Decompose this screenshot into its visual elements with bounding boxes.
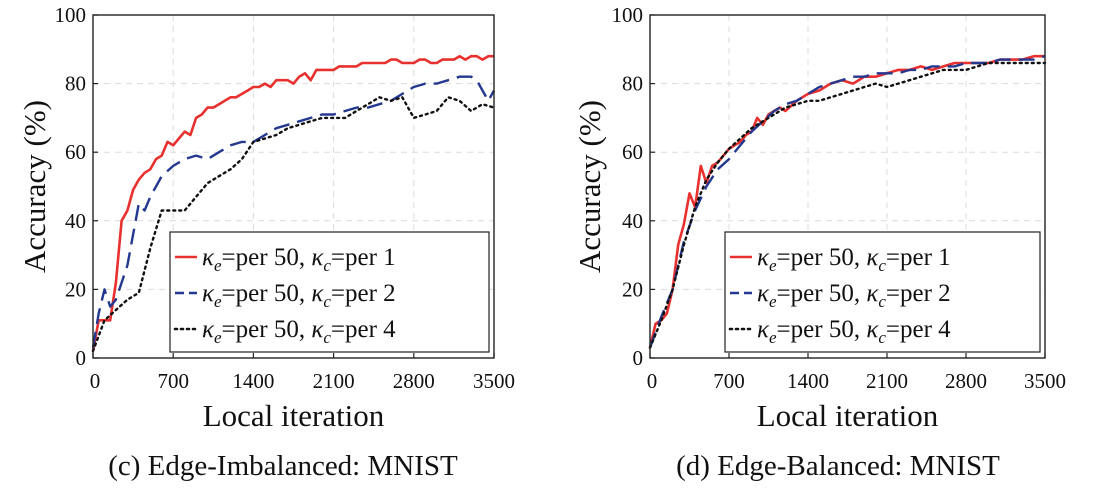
series-line-1 [91,54,494,352]
x-tick-label: 700 [713,369,745,393]
x-tick-label: 3500 [1024,369,1066,393]
y-tick-label: 0 [633,346,644,370]
legend: κe=per 50, κc=per 1 κe=per 50, κc=per 2 κe… [169,231,490,353]
x-tick-label: 2800 [945,369,987,393]
x-tick-label: 1400 [787,369,829,393]
y-tick-label: 100 [55,3,87,27]
series-line-2 [91,75,496,348]
legend-box [724,231,1041,353]
x-axis-label: Local iteration [757,398,939,433]
y-tick-label: 100 [612,3,644,27]
y-tick-label: 60 [65,140,86,164]
y-tick-label: 20 [622,277,643,301]
series-line-3 [91,96,496,353]
legend-box [169,231,490,353]
plot-frame [649,14,1046,359]
y-tick-label: 0 [76,346,87,370]
y-tick-label: 60 [622,140,643,164]
x-tick-label: 2100 [866,369,908,393]
chart-caption: (d) Edge-Balanced: MNIST [676,450,1000,482]
y-tick-label: 80 [622,72,643,96]
legend: κe=per 50, κc=per 1 κe=per 50, κc=per 2 κe… [724,231,1041,353]
x-tick-label: 2100 [313,369,355,393]
plot-frame [92,14,495,359]
legend-label: κe=per 50, κc=per 2 [757,280,951,311]
x-axis-label: Local iteration [203,398,385,433]
x-tick-label: 0 [90,369,101,393]
y-tick-label: 40 [65,209,86,233]
series-line-3 [648,61,1047,349]
x-tick-label: 2800 [393,369,435,393]
series-line-2 [648,55,1046,349]
y-axis-label: Accuracy (%) [572,100,607,273]
x-tick-label: 1400 [232,369,274,393]
x-tick-label: 3500 [473,369,515,393]
x-tick-label: 700 [157,369,189,393]
chart-panel-d: 0 700 1400 2100 2800 3500 0 20 40 60 80 100 Local it… [572,3,1066,482]
legend-label: κe=per 50, κc=per 2 [202,280,396,311]
x-tick-label: 0 [647,369,658,393]
legend-label: κe=per 50, κc=per 4 [757,316,951,347]
legend-label: κe=per 50, κc=per 4 [202,316,396,347]
y-axis-label: Accuracy (%) [17,100,52,273]
y-tick-label: 80 [65,72,86,96]
y-tick-label: 20 [65,277,86,301]
chart-caption: (c) Edge-Imbalanced: MNIST [108,450,458,482]
legend-label: κe=per 50, κc=per 1 [757,244,951,275]
chart-panel-c: 0 700 1400 2100 2800 3500 0 20 40 60 80 100 Local it… [17,3,515,482]
legend-label: κe=per 50, κc=per 1 [202,244,396,275]
y-tick-label: 40 [622,209,643,233]
